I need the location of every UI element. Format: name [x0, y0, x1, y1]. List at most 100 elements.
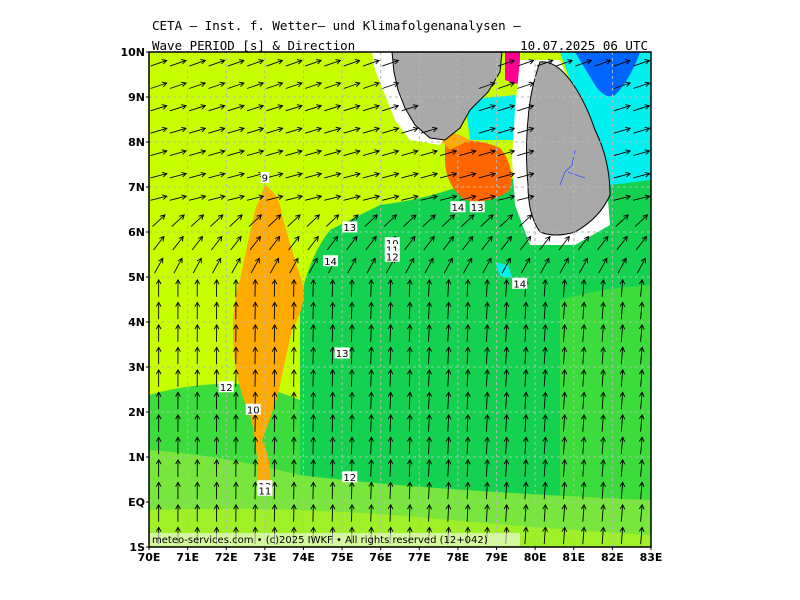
- direction-arrow: [364, 214, 378, 227]
- direction-arrow: [175, 503, 181, 522]
- direction-arrow: [329, 413, 336, 432]
- direction-arrow: [368, 323, 375, 342]
- longitude-label: 77E: [408, 551, 431, 564]
- direction-arrow: [285, 171, 303, 179]
- direction-arrow: [175, 458, 181, 477]
- direction-arrow: [329, 503, 336, 522]
- latitude-label: 1N: [128, 451, 145, 464]
- contour-label-bg: [384, 250, 400, 262]
- direction-arrow: [445, 346, 452, 365]
- direction-arrow: [578, 257, 588, 274]
- latitude-label: 2N: [128, 406, 145, 419]
- direction-arrow: [407, 458, 413, 477]
- direction-arrow: [171, 214, 185, 227]
- direction-arrow: [633, 81, 651, 89]
- direction-arrow: [233, 436, 239, 455]
- direction-arrow: [329, 436, 336, 455]
- direction-arrow: [285, 104, 303, 112]
- direction-arrow: [619, 413, 626, 432]
- direction-arrow: [445, 413, 452, 432]
- direction-arrow: [252, 503, 259, 522]
- direction-arrow: [189, 104, 207, 112]
- direction-arrow: [517, 59, 535, 67]
- direction-arrow: [246, 194, 265, 201]
- direction-arrow: [503, 278, 510, 297]
- direction-arrow: [271, 413, 278, 432]
- direction-arrow: [368, 436, 375, 455]
- direction-arrow: [304, 104, 323, 112]
- direction-arrow: [194, 301, 201, 320]
- direction-arrow: [617, 257, 627, 274]
- direction-arrow: [266, 104, 284, 112]
- direction-arrow: [594, 59, 612, 67]
- direction-arrow: [401, 149, 419, 157]
- direction-arrow: [426, 368, 433, 387]
- direction-arrow: [343, 81, 361, 89]
- longitude-label: 82E: [601, 551, 624, 564]
- direction-arrow: [580, 413, 587, 432]
- contour-label-text: 14: [324, 257, 337, 268]
- contour-label-text: 12: [343, 473, 356, 484]
- longitude-labels: 70E 71E 72E 73E 74E 75E 76E 77E 78E 79E 80E 81E 82E 8…: [138, 547, 662, 564]
- direction-arrow: [482, 257, 492, 274]
- direction-arrow: [561, 368, 568, 387]
- direction-arrow: [227, 81, 245, 89]
- direction-arrow: [600, 458, 606, 477]
- direction-arrow: [600, 323, 606, 342]
- contour-label-bg: [469, 201, 485, 213]
- direction-arrow: [231, 257, 241, 274]
- direction-arrow: [249, 235, 261, 251]
- direction-arrow: [325, 214, 340, 227]
- direction-arrow: [465, 413, 471, 432]
- direction-arrow: [194, 323, 201, 342]
- direction-arrow: [600, 278, 606, 297]
- direction-arrow: [246, 149, 265, 157]
- direction-arrow: [362, 81, 380, 89]
- direction-arrow: [619, 301, 626, 320]
- direction-arrow: [194, 346, 201, 365]
- direction-arrow: [638, 526, 645, 545]
- direction-arrow: [420, 171, 439, 179]
- direction-arrow: [381, 171, 400, 179]
- direction-arrow: [362, 59, 380, 67]
- direction-arrow: [523, 323, 529, 342]
- direction-arrow: [349, 503, 355, 522]
- latitude-labels: 1S EQ 1N 2N 3N 4N 5N 6N 7N 8N 9N 10N: [120, 46, 149, 554]
- contour-label-bg: [342, 471, 358, 483]
- direction-arrow: [613, 126, 632, 134]
- direction-arrow: [233, 368, 239, 387]
- direction-arrow: [536, 59, 554, 67]
- direction-arrow: [175, 301, 181, 320]
- direction-arrow: [503, 301, 510, 320]
- direction-arrow: [349, 301, 355, 320]
- direction-arrow: [194, 503, 201, 522]
- direction-arrow: [619, 458, 626, 477]
- direction-arrow: [343, 194, 361, 201]
- direction-arrow: [189, 59, 207, 67]
- direction-arrow: [401, 194, 419, 201]
- direction-arrow: [517, 194, 535, 201]
- direction-arrow: [324, 171, 342, 179]
- direction-arrow: [463, 257, 473, 274]
- direction-arrow: [426, 278, 433, 297]
- direction-arrow: [638, 368, 645, 387]
- direction-arrow: [600, 436, 606, 455]
- longitude-label: 75E: [331, 551, 354, 564]
- direction-arrow: [484, 458, 490, 477]
- direction-arrow: [324, 194, 342, 201]
- direction-arrow: [638, 436, 645, 455]
- direction-arrow: [329, 278, 336, 297]
- direction-arrow: [615, 214, 629, 227]
- direction-arrow: [523, 503, 529, 522]
- direction-arrow: [478, 104, 496, 112]
- direction-arrow: [503, 346, 510, 365]
- direction-arrow: [561, 346, 568, 365]
- direction-arrow: [175, 278, 181, 297]
- direction-arrow: [619, 391, 626, 410]
- direction-arrow: [271, 391, 278, 410]
- direction-arrow: [484, 323, 490, 342]
- direction-arrow: [442, 235, 455, 251]
- direction-arrow: [306, 214, 320, 227]
- direction-arrow: [155, 436, 162, 455]
- direction-arrow: [343, 59, 361, 67]
